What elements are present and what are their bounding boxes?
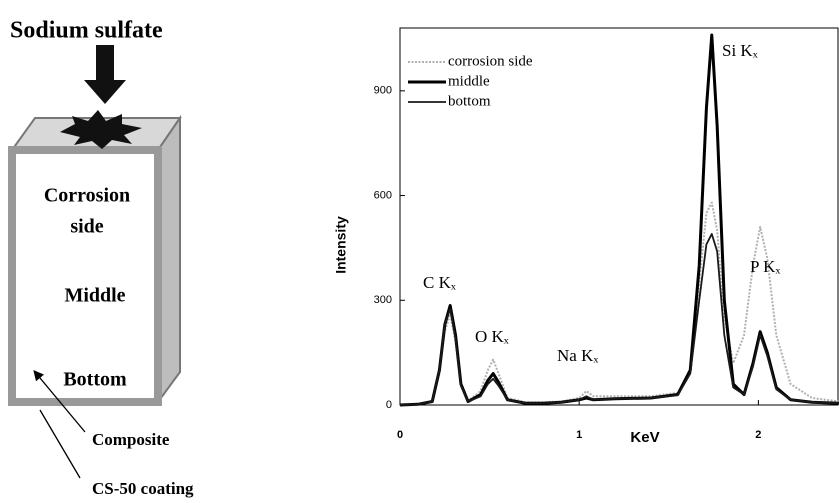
peak-label: O Kₓ: [475, 327, 509, 346]
peak-label: Si Kₓ: [722, 41, 758, 60]
peak-label: P Kₓ: [750, 257, 780, 276]
box-label: Corrosion: [44, 185, 130, 207]
plot-frame: [399, 27, 839, 406]
burst: [60, 110, 142, 149]
box-label: side: [70, 216, 103, 238]
box-label: Bottom: [63, 369, 127, 391]
diagram-title: Sodium sulfate: [10, 18, 163, 44]
arrow: [84, 45, 126, 104]
diagram: Sodium sulfate: [8, 18, 182, 479]
y-tick-label: 600: [374, 189, 392, 201]
x-tick-label: 0: [397, 429, 403, 441]
callout-label: Composite: [92, 430, 170, 449]
legend-label: bottom: [448, 93, 491, 109]
y-tick-label: 0: [386, 399, 392, 411]
callout-arrow: [39, 409, 81, 479]
x-axis-label: KeV: [630, 429, 659, 446]
y-tick-label: 300: [374, 294, 392, 306]
legend-label: middle: [448, 73, 490, 89]
x-tick-label: 1: [576, 429, 582, 441]
series-line: [399, 33, 839, 407]
series-line: [399, 233, 839, 406]
x-tick-label: 2: [755, 429, 761, 441]
peak-label: C Kₓ: [423, 273, 456, 292]
callout-label: CS-50 coating: [92, 479, 194, 498]
callout-arrow: [33, 370, 86, 433]
box-front: [8, 146, 162, 406]
legend-label: corrosion side: [448, 53, 533, 69]
y-tick-label: 900: [374, 85, 392, 97]
peak-label: Na Kₓ: [557, 346, 598, 365]
y-axis-label: Intensity: [333, 216, 349, 274]
box-label: Middle: [64, 285, 125, 307]
